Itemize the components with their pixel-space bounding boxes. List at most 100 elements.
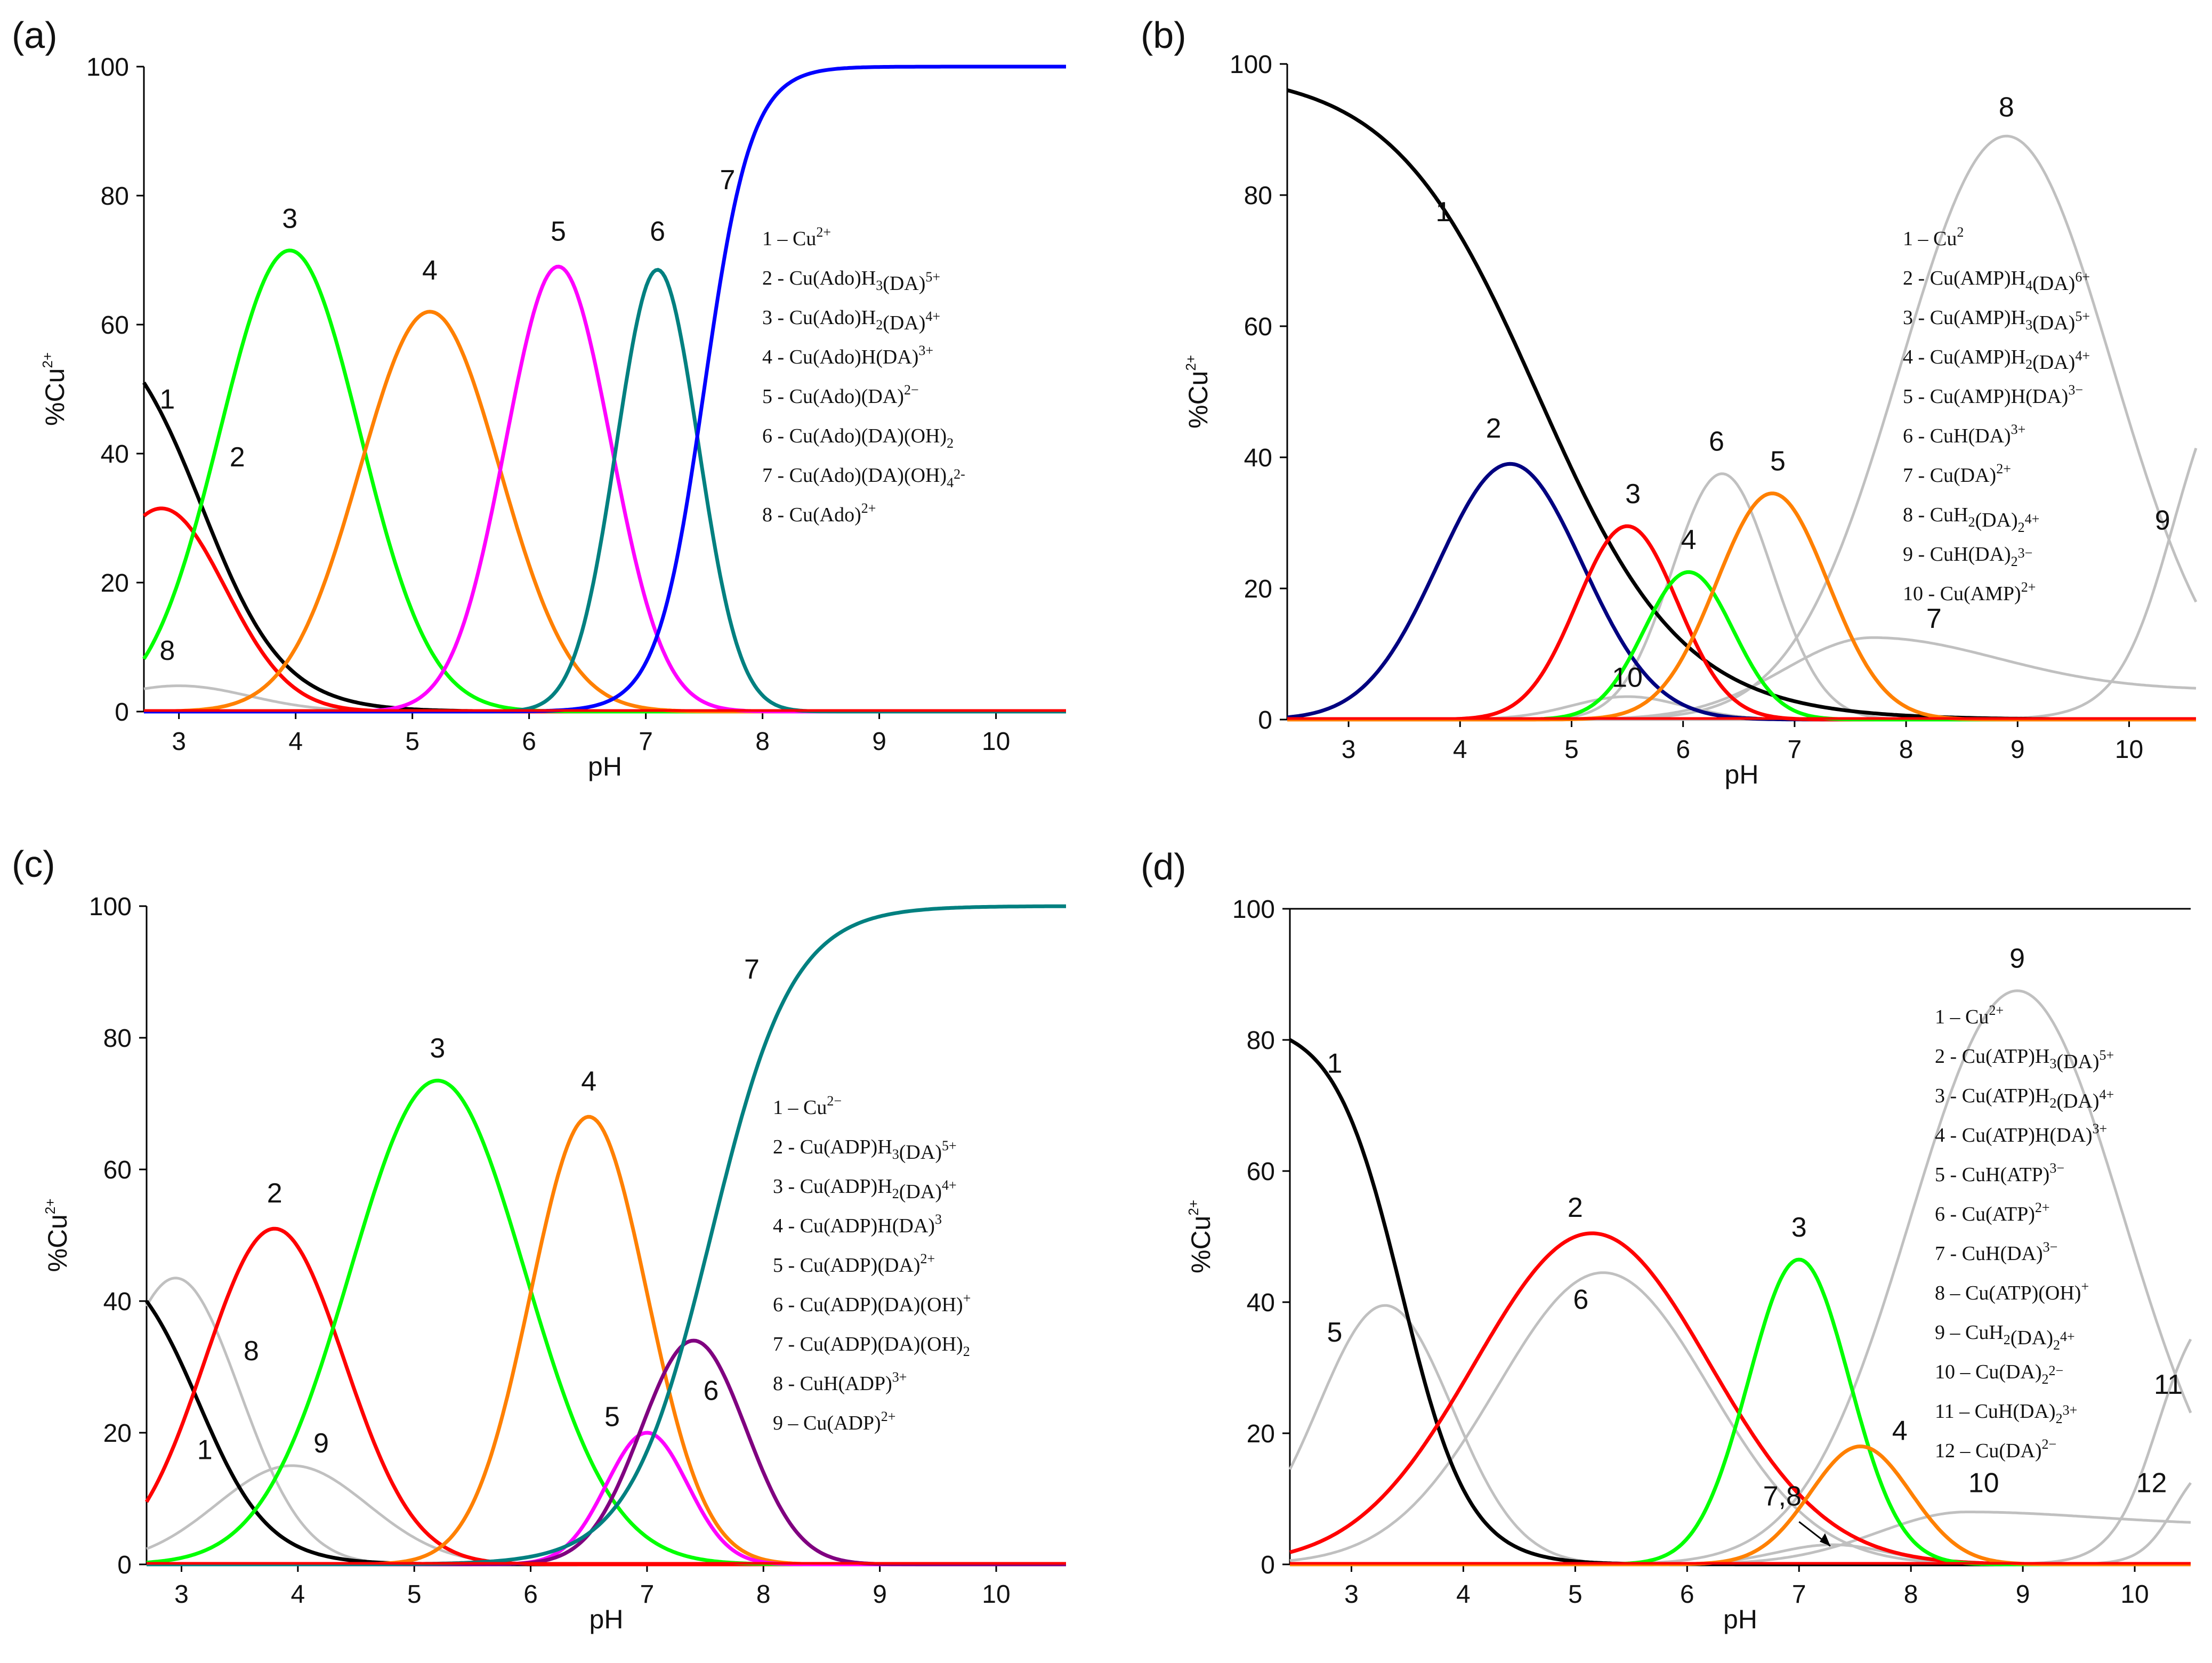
curve-label-9: 9 <box>2009 943 2025 974</box>
x-axis-title: pH <box>590 1604 624 1634</box>
series-group <box>142 64 1066 714</box>
legend-text-part: 6 - Cu(Ado)(DA)(OH) <box>762 425 947 447</box>
curve-label-1: 1 <box>1435 197 1451 228</box>
legend-entry-2: 2 - Cu(ATP)H3(DA)5+ <box>1935 1045 2114 1073</box>
legend-text-part: 3+ <box>2063 1402 2078 1418</box>
legend-text-part: 3− <box>2049 1160 2064 1176</box>
legend-text-part: 3 <box>935 1212 942 1227</box>
x-tick-label: 6 <box>522 728 536 756</box>
legend-entry-6: 6 - Cu(Ado)(DA)(OH)2 <box>762 425 954 451</box>
series-line-12 <box>1290 1482 2192 1566</box>
legend-text-part: 2 <box>2025 357 2032 372</box>
legend-text-part: 2 <box>2004 1332 2011 1347</box>
legend-entry-8: 8 - CuH(ADP)3+ <box>773 1369 907 1395</box>
legend-text-part: 6 - CuH(DA) <box>1903 425 2011 447</box>
x-tick-label: 8 <box>1899 736 1914 764</box>
y-tick-label: 0 <box>115 698 129 726</box>
legend-text-part: 5 - Cu(ADP)(DA) <box>773 1254 921 1277</box>
legend-entry-7: 7 - Cu(DA)2+ <box>1903 461 2011 487</box>
series-line-5 <box>1287 491 2196 722</box>
legend-text-part: 2 <box>1968 514 1975 530</box>
curve-label-6: 6 <box>650 216 665 247</box>
legend-entry-6: 6 - CuH(DA)3+ <box>1903 422 2025 447</box>
legend-text-part: 2+ <box>2035 1200 2050 1215</box>
y-axis-title-sup: 2+ <box>42 1198 58 1214</box>
legend-text-part: 9 – Cu(ADP) <box>773 1412 881 1434</box>
legend-entry-11: 11 – CuH(DA)23+ <box>1935 1400 2077 1426</box>
y-axis-title-sup: 2+ <box>39 352 55 368</box>
curve-label-1: 1 <box>1327 1048 1343 1079</box>
legend-text-part: 3+ <box>918 343 933 358</box>
legend-text-part: 3 - Cu(ADP)H <box>773 1175 892 1198</box>
legend-text-part: 8 - Cu(Ado) <box>762 504 861 526</box>
curve-label-3: 3 <box>430 1033 445 1064</box>
curve-label-3: 3 <box>282 204 297 235</box>
legend-text-part: 6+ <box>2075 269 2090 285</box>
y-axis-title-sup: 2+ <box>1185 1200 1201 1216</box>
legend-entry-2: 2 - Cu(AMP)H4(DA)6+ <box>1903 267 2090 295</box>
curve-label-4: 4 <box>1681 524 1697 555</box>
legend-text-part: 2− <box>904 382 919 398</box>
legend-entry-5: 5 - Cu(AMP)H(DA)3− <box>1903 382 2083 408</box>
curve-label-8: 8 <box>1999 92 2014 123</box>
legend-entry-2: 2 - Cu(ADP)H3(DA)5+ <box>773 1136 957 1164</box>
x-tick-label: 3 <box>1342 736 1356 764</box>
legend-entry-6: 6 - Cu(ADP)(DA)(OH)+ <box>773 1290 971 1316</box>
legend-entry-5: 5 - Cu(Ado)(DA)2− <box>762 382 919 408</box>
x-tick-label: 7 <box>1792 1580 1806 1609</box>
legend-text-part: 5 - Cu(AMP)H(DA) <box>1903 385 2068 408</box>
curve-label-5: 5 <box>1327 1317 1343 1348</box>
curve-label-5: 5 <box>1770 446 1786 477</box>
legend-text-part: 12 – Cu(DA) <box>1935 1440 2042 1462</box>
y-tick-label: 80 <box>1247 1027 1275 1055</box>
legend-entry-3: 3 - Cu(ADP)H2(DA)4+ <box>773 1175 957 1203</box>
series-line-4 <box>1290 1444 2191 1567</box>
legend-text-part: 4+ <box>2060 1329 2075 1344</box>
legend-text-part: 8 - CuH <box>1903 504 1968 526</box>
legend-text-part: (DA) <box>2032 351 2075 374</box>
y-tick-label: 60 <box>103 1156 132 1184</box>
legend-text-part: 2+ <box>881 1409 896 1424</box>
curve-label-9: 9 <box>313 1428 329 1459</box>
legend-text-part: (DA) <box>899 1181 942 1203</box>
legend-text-part: (DA) <box>2032 272 2075 295</box>
y-tick-label: 20 <box>1244 575 1272 603</box>
legend-text-part: 4+ <box>2100 1087 2114 1102</box>
legend-text-part: (DA) <box>2056 1051 2099 1073</box>
legend-entry-1: 1 – Cu2+ <box>1935 1003 2004 1028</box>
legend-text-part: 4 - Cu(ADP)H(DA) <box>773 1215 935 1237</box>
x-tick-label: 8 <box>756 1580 771 1609</box>
legend-text-part: 2 <box>876 317 883 333</box>
x-axis-title: pH <box>1723 1604 1757 1634</box>
legend-text-part: 7 - CuH(DA) <box>1935 1242 2043 1265</box>
legend-text-part: 2 <box>2011 554 2018 569</box>
legend-text-part: 3 <box>876 278 883 293</box>
legend-text-part: 4 - Cu(ATP)H(DA) <box>1935 1124 2093 1147</box>
legend-text-part: (DA) <box>2056 1090 2099 1112</box>
legend-text-part: 3+ <box>2093 1121 2108 1136</box>
series-line-8 <box>143 684 1066 713</box>
x-tick-label: 9 <box>2016 1580 2030 1609</box>
x-tick-label: 10 <box>982 728 1010 756</box>
legend-text-part: 1 – Cu <box>773 1096 827 1119</box>
y-axis-title: %Cu2+ <box>1183 355 1213 429</box>
y-tick-label: 60 <box>1247 1158 1275 1186</box>
y-tick-label: 100 <box>89 893 132 921</box>
curve-label-11: 11 <box>2154 1369 2183 1400</box>
curve-label-10: 10 <box>1612 663 1643 693</box>
legend-entry-8: 8 - Cu(Ado)2+ <box>762 500 876 526</box>
legend-text-part: 9 – CuH <box>1935 1321 2004 1344</box>
legend-text-part: 2- <box>954 466 965 482</box>
legend-text-part: 4+ <box>2025 511 2040 527</box>
x-tick-label: 4 <box>288 728 303 756</box>
y-tick-label: 0 <box>1261 1551 1275 1579</box>
series-line-2 <box>142 506 1066 714</box>
legend-entry-7: 7 - Cu(Ado)(DA)(OH)42- <box>762 464 965 490</box>
y-tick-label: 40 <box>103 1288 132 1316</box>
legend-text-part: 3 <box>892 1147 899 1162</box>
y-tick-label: 40 <box>101 440 129 469</box>
curve-label-1: 1 <box>159 384 175 415</box>
curve-label-7: 7 <box>720 165 735 196</box>
